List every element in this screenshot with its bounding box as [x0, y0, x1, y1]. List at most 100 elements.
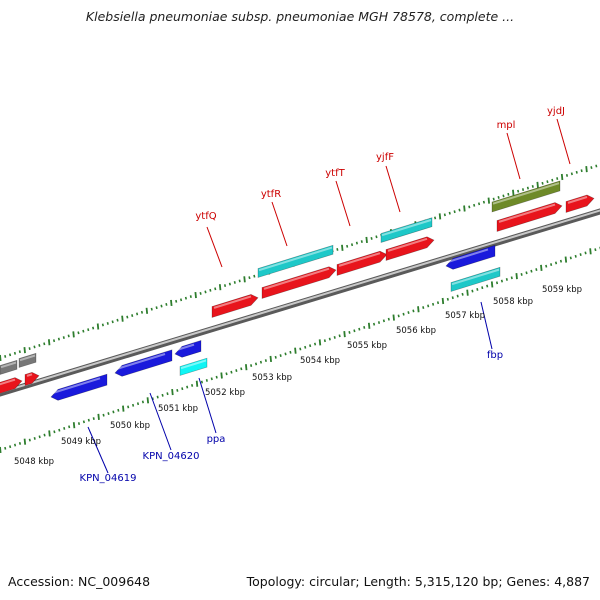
bottom-tick [161, 393, 164, 397]
bottom-tick [205, 379, 208, 382]
bottom-tick [569, 256, 572, 260]
top-tick [38, 343, 41, 347]
bottom-tick [166, 392, 169, 396]
bottom-tick [530, 269, 533, 273]
top-tick [140, 310, 144, 314]
gene-features[interactable] [0, 180, 595, 401]
bottom-tick [422, 306, 425, 310]
bottom-tick [540, 264, 543, 271]
bottom-tick [87, 418, 90, 422]
bottom-tick [186, 385, 189, 389]
top-tick [248, 276, 251, 280]
bottom-tick [476, 287, 479, 291]
bottom-tick [235, 369, 238, 372]
bottom-tick [363, 326, 366, 329]
top-tick [33, 345, 36, 349]
top-tick [546, 180, 549, 184]
gene-red-ytfQ-highlight [213, 295, 252, 309]
bottom-tick [466, 289, 469, 296]
top-tick [145, 307, 149, 314]
bottom-tick [377, 321, 381, 324]
top-tick [101, 323, 104, 327]
leader-top-yjfF [385, 165, 401, 213]
gene-blue-KPN_04619 [50, 373, 108, 401]
gene-blue-KPN_04619-highlight [52, 377, 101, 394]
gene-red-left-2 [24, 372, 40, 386]
top-tick [23, 347, 26, 354]
leader-top-ytfR [271, 201, 288, 247]
bottom-tick [372, 322, 376, 326]
kbp-label: 5050 kbp [110, 421, 150, 431]
bottom-tick [318, 339, 322, 346]
gene-label-ytfQ: ytfQ [195, 211, 216, 222]
top-tick [556, 177, 559, 181]
top-tick [551, 178, 554, 182]
kbp-label: 5059 kbp [542, 285, 582, 295]
gene-olive-mpl-highlight [492, 182, 560, 205]
top-tick [184, 296, 188, 300]
gene-cyan-yjfF-highlight [381, 219, 432, 237]
top-tick [96, 323, 100, 330]
top-tick [204, 290, 207, 294]
leader-top-ytfQ [206, 226, 223, 268]
bottom-tick [348, 331, 351, 334]
bottom-tick [299, 347, 302, 351]
top-tick [218, 284, 222, 291]
top-tick [106, 321, 109, 325]
bottom-tick [446, 297, 449, 301]
gene-olive-mpl [491, 180, 561, 213]
bottom-tick [68, 425, 71, 429]
bottom-tick [584, 251, 587, 255]
leader-bottom-fbp [480, 301, 493, 350]
top-tick [43, 342, 46, 346]
kbp-label: 5051 kbp [158, 404, 198, 414]
bottom-tick [58, 428, 61, 432]
gene-blue-ppa [174, 340, 202, 358]
bottom-tick [490, 281, 494, 288]
gene-cyan-fbp [450, 266, 501, 292]
bottom-tick [146, 397, 150, 404]
top-tick [355, 241, 359, 245]
bottom-tick [456, 294, 459, 298]
top-tick [375, 235, 378, 239]
gene-red-ytfR [261, 266, 337, 299]
top-tick [575, 170, 578, 174]
gene-red-ytfT-highlight [338, 252, 381, 267]
top-tick [57, 337, 61, 341]
bottom-tick [279, 354, 282, 358]
bottom-tick [412, 309, 415, 313]
bottom-tick [156, 395, 159, 399]
bottom-tick [451, 296, 454, 300]
top-tick [62, 336, 65, 339]
bottom-tick [510, 276, 513, 280]
bottom-tick [579, 253, 582, 257]
top-tick [473, 203, 476, 207]
bottom-tick [102, 413, 105, 417]
top-tick [502, 194, 505, 198]
bottom-tick [353, 329, 356, 333]
top-tick [541, 181, 544, 185]
leader-top-ytfT [335, 180, 351, 227]
bottom-tick [181, 387, 184, 391]
kbp-label: 5054 kbp [300, 356, 340, 366]
top-tick [8, 353, 12, 357]
top-tick [580, 169, 583, 173]
bottom-tick [82, 420, 85, 424]
bottom-tick [259, 360, 263, 364]
bottom-tick [505, 278, 508, 281]
gene-red-mpl-highlight [498, 203, 556, 223]
leader-bottom-ppa [198, 377, 217, 434]
gene-cyan-ytfR-highlight [258, 246, 333, 272]
bottom-tick [304, 345, 307, 349]
top-tick [336, 247, 339, 251]
bottom-tick [72, 422, 76, 429]
top-tick [92, 326, 95, 330]
bottom-tick [122, 405, 125, 412]
top-tick [243, 276, 246, 283]
top-tick [560, 173, 564, 181]
bottom-tick [495, 281, 499, 285]
bottom-tick [461, 292, 464, 296]
top-tick [121, 315, 124, 322]
top-tick [521, 188, 525, 192]
